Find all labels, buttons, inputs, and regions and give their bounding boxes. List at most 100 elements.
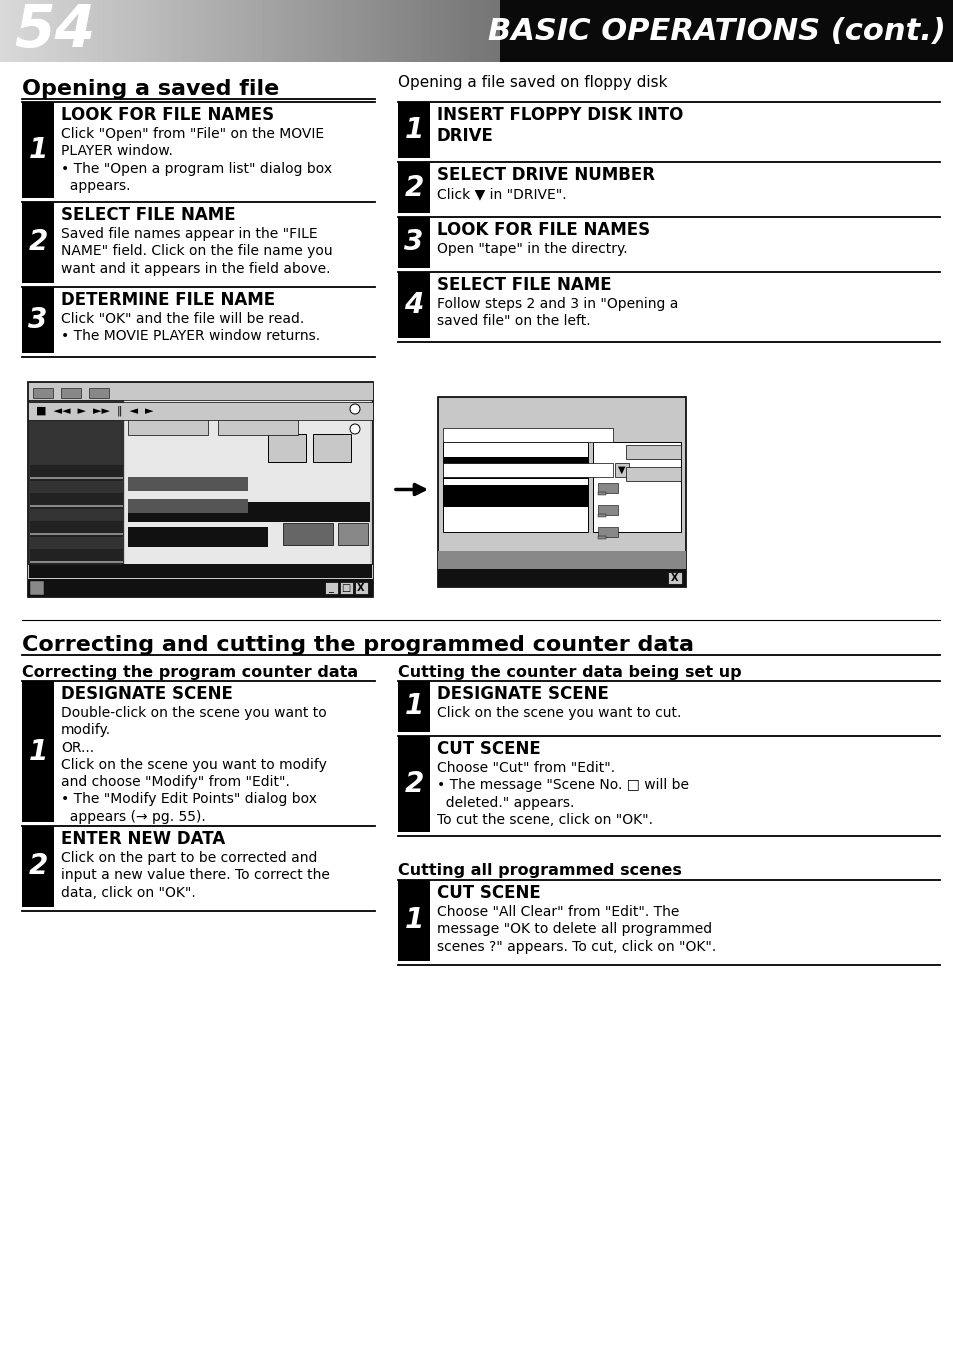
Text: CUT SCENE: CUT SCENE — [436, 740, 540, 757]
Bar — [30, 561, 123, 562]
Text: Correcting the program counter data: Correcting the program counter data — [22, 665, 357, 680]
Bar — [128, 501, 370, 522]
Text: Click "OK" and the file will be read.
• The MOVIE PLAYER window returns.: Click "OK" and the file will be read. • … — [61, 312, 320, 343]
Bar — [30, 505, 123, 507]
Text: LOOK FOR FILE NAMES: LOOK FOR FILE NAMES — [436, 221, 649, 238]
Bar — [61, 388, 81, 398]
Text: Correcting and cutting the programmed counter data: Correcting and cutting the programmed co… — [22, 635, 693, 654]
Bar — [339, 583, 353, 593]
Bar — [325, 583, 337, 593]
Text: X: X — [671, 573, 678, 583]
Bar — [22, 827, 54, 906]
Text: ■  ◄◄  ►  ►►  ‖  ◄  ►: ■ ◄◄ ► ►► ‖ ◄ ► — [36, 405, 153, 416]
Bar — [125, 383, 370, 564]
Text: BASIC OPERATIONS (cont.): BASIC OPERATIONS (cont.) — [488, 16, 945, 46]
Bar — [29, 383, 124, 564]
Bar — [28, 402, 373, 420]
Bar — [30, 522, 123, 537]
Text: DESIGNATE SCENE: DESIGNATE SCENE — [61, 686, 233, 703]
Bar — [218, 417, 297, 435]
Text: 2: 2 — [404, 173, 423, 202]
Bar — [128, 477, 248, 491]
Bar — [442, 463, 613, 477]
Bar — [598, 537, 605, 539]
Bar — [89, 388, 109, 398]
Text: 1: 1 — [404, 117, 423, 144]
Bar — [397, 217, 430, 268]
Bar — [30, 549, 123, 565]
Text: Click "Open" from "File" on the MOVIE
PLAYER window.
• The "Open a program list": Click "Open" from "File" on the MOVIE PL… — [61, 127, 332, 192]
Bar — [22, 102, 54, 198]
Bar — [442, 457, 587, 480]
Text: Cutting the counter data being set up: Cutting the counter data being set up — [397, 665, 740, 680]
Text: 1: 1 — [404, 692, 423, 721]
Circle shape — [350, 404, 359, 415]
Text: CUT SCENE: CUT SCENE — [436, 883, 540, 902]
Bar — [397, 736, 430, 832]
Bar — [30, 465, 123, 481]
Text: Choose "All Clear" from "Edit". The
message "OK to delete all programmed
scenes : Choose "All Clear" from "Edit". The mess… — [436, 905, 716, 954]
Text: Saved file names appear in the "FILE
NAME" field. Click on the file name you
wan: Saved file names appear in the "FILE NAM… — [61, 228, 333, 275]
Text: Click on the scene you want to cut.: Click on the scene you want to cut. — [436, 706, 680, 720]
Text: 2: 2 — [404, 770, 423, 798]
Bar — [625, 467, 680, 481]
Text: 1: 1 — [29, 136, 48, 164]
Bar — [22, 202, 54, 283]
Text: □: □ — [341, 583, 351, 593]
Bar — [28, 579, 373, 598]
Text: 4: 4 — [404, 291, 423, 318]
Text: Opening a saved file: Opening a saved file — [22, 79, 279, 99]
Bar — [397, 102, 430, 159]
Text: DETERMINE FILE NAME: DETERMINE FILE NAME — [61, 291, 274, 309]
Text: X: X — [356, 583, 364, 593]
Bar — [397, 879, 430, 961]
Circle shape — [350, 424, 359, 434]
Bar — [22, 287, 54, 354]
Text: ENTER NEW DATA: ENTER NEW DATA — [61, 831, 225, 848]
Text: Click ▼ in "DRIVE".: Click ▼ in "DRIVE". — [436, 187, 566, 201]
Bar — [437, 569, 685, 587]
Bar — [28, 382, 373, 598]
Bar — [128, 527, 268, 547]
Bar — [437, 397, 685, 587]
Bar — [442, 442, 587, 533]
Bar — [283, 523, 333, 545]
Text: Opening a file saved on floppy disk: Opening a file saved on floppy disk — [397, 75, 667, 89]
Bar — [128, 499, 248, 514]
Bar — [397, 272, 430, 337]
Bar — [30, 533, 123, 535]
Bar — [128, 417, 208, 435]
Text: ▼: ▼ — [618, 465, 625, 476]
Text: 2: 2 — [29, 229, 48, 256]
Bar — [625, 444, 680, 459]
Bar — [598, 514, 605, 518]
Bar — [615, 463, 628, 477]
Text: SELECT DRIVE NUMBER: SELECT DRIVE NUMBER — [436, 167, 655, 184]
Bar — [28, 565, 373, 579]
Bar — [598, 505, 618, 515]
Bar — [313, 434, 351, 462]
Text: LOOK FOR FILE NAMES: LOOK FOR FILE NAMES — [61, 106, 274, 125]
Text: SELECT FILE NAME: SELECT FILE NAME — [61, 206, 235, 224]
Text: Double-click on the scene you want to
modify.
OR...
Click on the scene you want : Double-click on the scene you want to mo… — [61, 706, 327, 824]
Bar — [30, 581, 44, 595]
Bar — [397, 163, 430, 213]
Bar — [397, 682, 430, 732]
Text: 54: 54 — [14, 3, 95, 60]
Text: Follow steps 2 and 3 in "Opening a
saved file" on the left.: Follow steps 2 and 3 in "Opening a saved… — [436, 297, 678, 328]
Bar — [22, 682, 54, 822]
Text: Click on the part to be corrected and
input a new value there. To correct the
da: Click on the part to be corrected and in… — [61, 851, 330, 900]
Bar — [598, 482, 618, 493]
Text: Cutting all programmed scenes: Cutting all programmed scenes — [397, 863, 681, 878]
Text: INSERT FLOPPY DISK INTO
DRIVE: INSERT FLOPPY DISK INTO DRIVE — [436, 106, 682, 145]
Bar — [598, 492, 605, 495]
Bar — [268, 434, 306, 462]
Text: 1: 1 — [404, 906, 423, 935]
Bar — [437, 551, 685, 569]
Bar — [29, 564, 372, 579]
Bar — [667, 572, 681, 584]
Bar — [598, 527, 618, 537]
Bar — [337, 523, 368, 545]
Bar — [499, 0, 953, 62]
Bar — [442, 428, 613, 442]
